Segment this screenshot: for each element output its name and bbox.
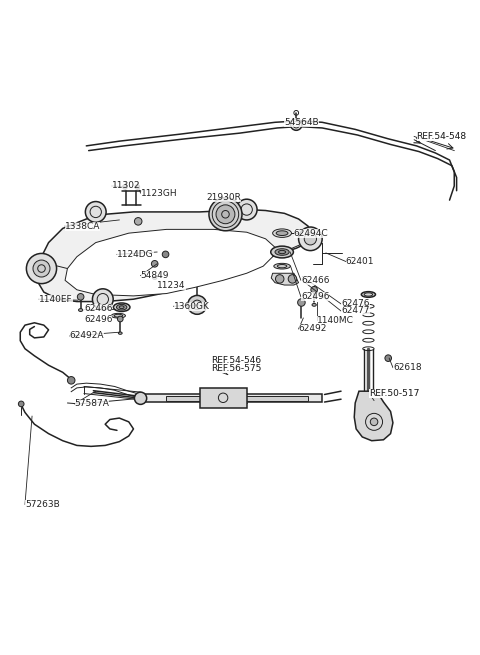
Polygon shape xyxy=(167,396,308,401)
Circle shape xyxy=(216,205,235,224)
Text: 62477: 62477 xyxy=(341,307,370,316)
Circle shape xyxy=(304,233,316,245)
Circle shape xyxy=(122,185,127,189)
Ellipse shape xyxy=(113,303,130,312)
Circle shape xyxy=(276,274,284,283)
Ellipse shape xyxy=(117,305,127,310)
Text: 54564B: 54564B xyxy=(285,118,319,127)
Circle shape xyxy=(85,202,106,222)
Circle shape xyxy=(209,198,242,231)
Ellipse shape xyxy=(273,229,291,237)
Circle shape xyxy=(134,392,147,404)
Ellipse shape xyxy=(361,291,375,297)
Ellipse shape xyxy=(153,276,157,280)
Circle shape xyxy=(135,185,140,189)
Text: 1360GK: 1360GK xyxy=(174,302,209,310)
Text: REF.50-517: REF.50-517 xyxy=(369,389,420,398)
Text: 1338CA: 1338CA xyxy=(65,221,100,231)
Circle shape xyxy=(26,253,57,284)
Ellipse shape xyxy=(312,303,316,307)
Circle shape xyxy=(118,316,123,322)
Circle shape xyxy=(67,377,75,384)
Text: 62466: 62466 xyxy=(301,276,329,285)
Circle shape xyxy=(77,293,84,300)
Circle shape xyxy=(385,355,392,362)
Circle shape xyxy=(288,274,297,283)
Text: 1124DG: 1124DG xyxy=(117,250,154,259)
Circle shape xyxy=(188,295,206,314)
Text: 62618: 62618 xyxy=(393,363,421,372)
Ellipse shape xyxy=(111,313,125,318)
Circle shape xyxy=(33,260,50,277)
Text: 57263B: 57263B xyxy=(25,500,60,509)
Polygon shape xyxy=(65,229,275,296)
Text: REF.54-548: REF.54-548 xyxy=(417,132,467,141)
Text: 57587A: 57587A xyxy=(74,400,109,409)
Text: 62496: 62496 xyxy=(301,292,329,301)
Polygon shape xyxy=(354,391,393,441)
Text: 62401: 62401 xyxy=(346,257,374,266)
Text: 62476: 62476 xyxy=(341,299,370,309)
Text: REF.50-517: REF.50-517 xyxy=(369,389,420,398)
Circle shape xyxy=(18,401,24,407)
Text: 62496: 62496 xyxy=(84,314,112,324)
Polygon shape xyxy=(143,394,322,402)
Circle shape xyxy=(93,289,113,310)
Polygon shape xyxy=(200,388,247,407)
Ellipse shape xyxy=(119,332,122,334)
Circle shape xyxy=(311,286,317,293)
Text: 62494C: 62494C xyxy=(294,229,328,238)
Circle shape xyxy=(299,227,322,251)
Circle shape xyxy=(151,261,158,267)
Ellipse shape xyxy=(271,246,293,258)
Polygon shape xyxy=(37,210,311,301)
Ellipse shape xyxy=(276,231,288,236)
Circle shape xyxy=(298,299,305,307)
Text: 62466: 62466 xyxy=(84,304,112,313)
Text: REF.56-575: REF.56-575 xyxy=(211,364,262,373)
Circle shape xyxy=(236,199,257,220)
Text: 62492: 62492 xyxy=(299,324,327,333)
Text: REF.54-546: REF.54-546 xyxy=(211,356,262,365)
Polygon shape xyxy=(271,273,299,285)
Text: 11302: 11302 xyxy=(112,181,141,191)
Text: 62492A: 62492A xyxy=(70,331,104,341)
Text: REF.56-575: REF.56-575 xyxy=(211,364,262,373)
Circle shape xyxy=(162,251,169,257)
Text: 54849: 54849 xyxy=(141,271,169,280)
Text: 11234: 11234 xyxy=(157,280,186,290)
Text: 1140EF: 1140EF xyxy=(39,295,73,304)
Ellipse shape xyxy=(275,249,289,255)
Circle shape xyxy=(290,119,302,130)
Text: 1123GH: 1123GH xyxy=(141,189,177,198)
Ellipse shape xyxy=(79,309,83,312)
Text: 21930R: 21930R xyxy=(206,193,241,202)
Circle shape xyxy=(134,217,142,225)
Ellipse shape xyxy=(274,263,290,269)
Text: 1140MC: 1140MC xyxy=(317,316,354,325)
Text: REF.54-546: REF.54-546 xyxy=(211,356,262,365)
Circle shape xyxy=(370,418,378,426)
Text: REF.54-548: REF.54-548 xyxy=(417,132,467,141)
